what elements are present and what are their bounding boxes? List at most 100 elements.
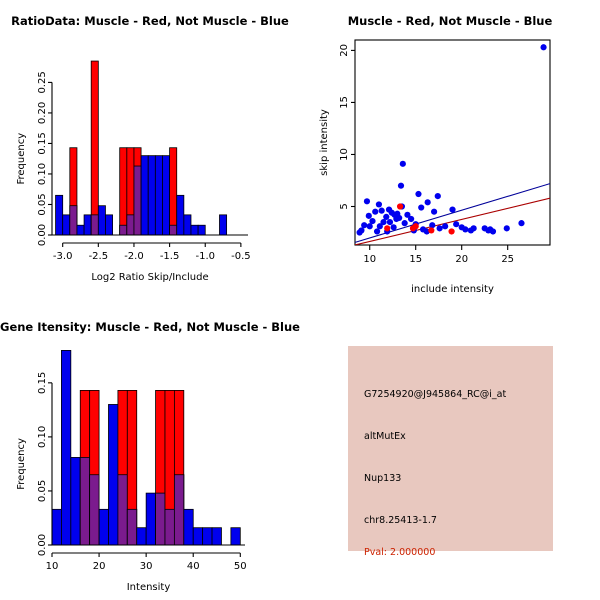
scatter-point	[442, 223, 449, 230]
histogram-bar-muscle	[169, 147, 178, 236]
histogram-bar-not-muscle	[219, 214, 228, 236]
scatter-point	[449, 206, 456, 213]
scatter-point	[399, 160, 406, 167]
scatter-plot: 5 10 15 20 skip intensity 10 15 20 25 include int…	[319, 39, 551, 295]
scatter-point	[373, 228, 381, 235]
scatter-point	[366, 223, 373, 230]
scatter-title: Muscle - Red, Not Muscle - Blue	[347, 14, 553, 28]
histogram-bar-not-muscle	[147, 155, 156, 236]
info-box: G7254920@J945864_RC@i_at altMutEx Nup133…	[348, 346, 553, 558]
ratio-hist-canvas: 0.00 0.05 0.10 0.15 0.20 0.25 Frequency -3.0 -2.…	[16, 60, 251, 283]
histogram-bar-overlap	[126, 214, 135, 236]
y-tick-label: 0.15	[37, 132, 48, 154]
scatter-inner	[355, 44, 550, 245]
x-tick-label: 20	[455, 254, 468, 265]
x-tick-label: -2.5	[89, 251, 109, 262]
x-axis-title: include intensity	[411, 284, 494, 295]
histogram-bar-not-muscle	[190, 224, 199, 236]
scatter-point	[361, 222, 368, 229]
histogram-bar-overlap	[89, 474, 100, 546]
y-axis-title: skip intensity	[319, 109, 330, 176]
y-tick-label: 0.05	[37, 193, 48, 215]
x-tick-label: 20	[93, 561, 106, 572]
histogram-bar-not-muscle	[230, 527, 241, 546]
histogram-bar-overlap	[69, 205, 78, 236]
ratio-hist-title: RatioData: Muscle - Red, Not Muscle - Bl…	[11, 14, 289, 28]
y-tick-label: 15	[339, 96, 350, 109]
panel-scatter: Muscle - Red, Not Muscle - Blue 5 10 15 20 s…	[300, 0, 600, 300]
x-tick-label: -1.0	[195, 251, 215, 262]
histogram-bar-not-muscle	[61, 350, 72, 546]
gene_hist-y-axis: 0.00 0.05 0.10 0.15 Frequency	[16, 372, 53, 556]
y-tick-label: 0.15	[37, 372, 48, 394]
scatter-point	[540, 44, 547, 51]
x-tick-label: 30	[140, 561, 153, 572]
ratio_hist-bars	[55, 60, 228, 236]
histogram-bar-not-muscle	[202, 527, 213, 546]
scatter-point	[401, 220, 408, 227]
scatter-point	[489, 228, 497, 235]
histogram-bar-not-muscle	[176, 194, 185, 236]
scatter-point	[424, 199, 431, 206]
scatter-point	[397, 182, 405, 189]
histogram-bar-overlap	[164, 508, 175, 546]
scatter-point	[372, 208, 379, 215]
histogram-bar-overlap	[173, 474, 185, 546]
histogram-bar-not-muscle	[51, 508, 62, 546]
info-locus: chr8.25413-1.7	[364, 515, 437, 526]
histogram-bar-muscle	[119, 147, 128, 236]
scatter-point	[396, 203, 404, 210]
scatter-series-not-muscle-blue	[356, 44, 547, 236]
histogram-bar-not-muscle	[62, 214, 71, 236]
histogram-bar-not-muscle	[183, 214, 192, 236]
gene_hist-plot: 0.00 0.05 0.10 0.15 Frequency 10 20 30 40 50 Inten…	[16, 350, 247, 593]
histogram-bar-overlap	[169, 224, 178, 236]
x-tick-label: 25	[501, 254, 514, 265]
x-tick-label: 10	[363, 254, 376, 265]
histogram-bar-not-muscle	[162, 155, 171, 236]
x-tick-label: 10	[46, 561, 59, 572]
histogram-bar-not-muscle	[183, 508, 194, 546]
histogram-bar-overlap	[119, 224, 128, 236]
x-tick-label: -3.0	[53, 251, 73, 262]
histogram-bar-not-muscle	[145, 492, 156, 546]
scatter-point	[393, 215, 400, 223]
scatter-point	[434, 192, 441, 200]
x-tick-label: 15	[409, 254, 422, 265]
scatter-series-muscle-red	[384, 203, 455, 235]
scatter-point	[415, 190, 422, 198]
histogram-bar-not-muscle	[211, 527, 222, 546]
histogram-bar-not-muscle	[140, 155, 149, 236]
scatter-point	[448, 228, 455, 235]
x-tick-label: -0.5	[231, 251, 251, 262]
y-tick-label: 10	[339, 148, 350, 161]
histogram-bar-not-muscle	[197, 224, 206, 236]
scatter-point	[409, 225, 417, 232]
histogram-bar-not-muscle	[98, 508, 109, 546]
ratio_hist-y-axis: 0.00 0.05 0.10 0.15 0.20 0.25 Frequency	[16, 71, 53, 246]
gene_hist-bars	[51, 350, 241, 546]
histogram-bar-not-muscle	[55, 194, 64, 236]
ratio_hist-plot: 0.00 0.05 0.10 0.15 0.20 0.25 Frequency -3.0 -2.…	[16, 60, 251, 283]
histogram-bar-not-muscle	[154, 155, 163, 236]
y-tick-label: 0.10	[37, 163, 48, 185]
scatter-point	[436, 225, 443, 232]
y-tick-label: 0.00	[37, 224, 48, 246]
scatter-point	[363, 198, 371, 205]
y-tick-label: 0.20	[37, 102, 48, 124]
histogram-bar-overlap	[133, 165, 142, 236]
info-pval: Pval: 2.000000	[364, 547, 436, 558]
scatter-y-axis: 5 10 15 20 skip intensity	[319, 44, 355, 210]
gene-hist-title: Gene Itensity: Muscle - Red, Not Muscle …	[0, 320, 300, 334]
scatter-point	[453, 221, 460, 228]
histogram-bar-not-muscle	[97, 205, 106, 236]
gene-hist-canvas: 0.00 0.05 0.10 0.15 Frequency 10 20 30 40 50 Inten…	[16, 350, 247, 593]
scatter-point	[390, 224, 397, 231]
histogram-bar-overlap	[126, 508, 138, 546]
y-tick-label: 0.05	[37, 480, 48, 502]
scatter-canvas: 5 10 15 20 skip intensity 10 15 20 25 include int…	[319, 39, 551, 295]
histogram-bar-overlap	[155, 492, 166, 546]
x-axis-title: Intensity	[127, 582, 171, 593]
gene_hist-x-axis: 10 20 30 40 50 Intensity	[46, 552, 247, 593]
scatter-point	[467, 227, 474, 234]
